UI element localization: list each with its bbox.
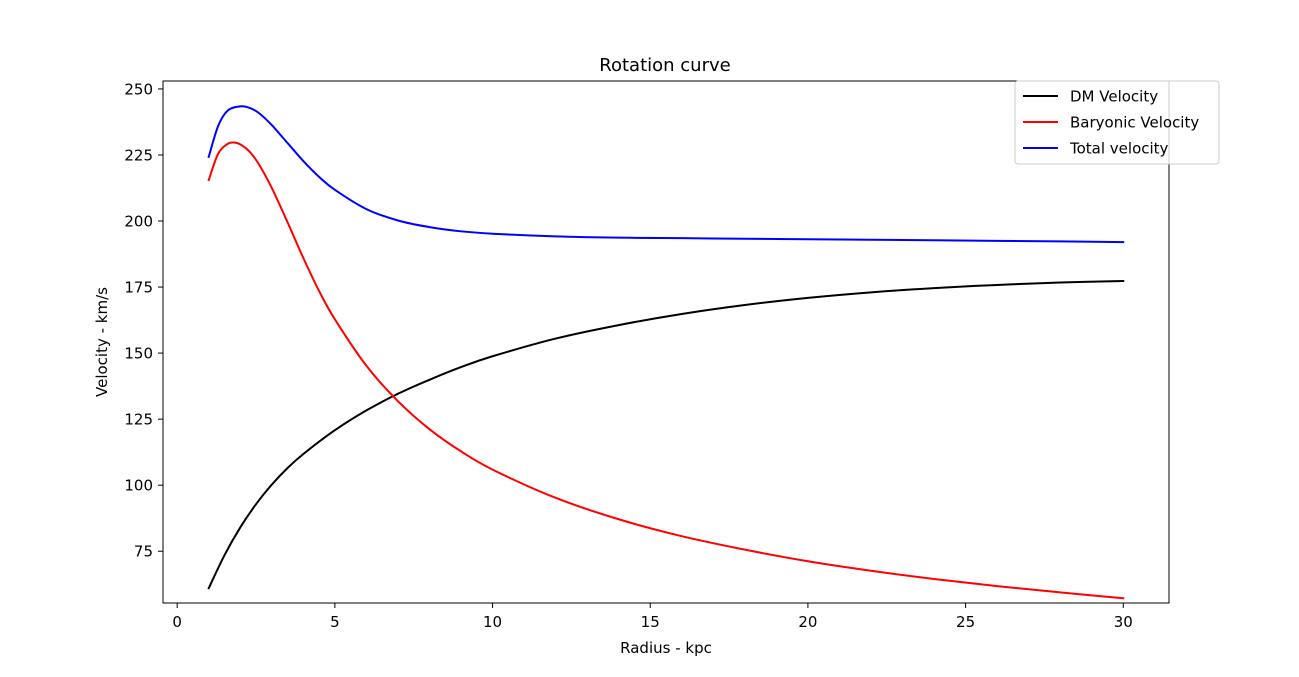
x-tick-label: 10 — [483, 613, 502, 631]
x-axis: 0 5 10 15 20 25 30 — [172, 603, 1133, 631]
legend: DM Velocity Baryonic Velocity Total veloci… — [1014, 80, 1220, 165]
y-tick-label: 200 — [124, 213, 153, 231]
plot-area — [162, 80, 1170, 604]
y-tick-label: 75 — [134, 543, 153, 561]
series-line-dm-velocity — [207, 279, 1125, 590]
legend-label-dm-velocity: DM Velocity — [1070, 88, 1158, 106]
x-tick-label: 15 — [641, 613, 660, 631]
y-tick-label: 125 — [124, 411, 153, 429]
x-tick-label: 25 — [956, 613, 975, 631]
legend-items: DM Velocity Baryonic Velocity Total veloci… — [1023, 88, 1199, 158]
x-tick-label: 20 — [798, 613, 817, 631]
chart-title: Rotation curve — [599, 55, 730, 76]
series-line-baryonic-velocity — [207, 141, 1125, 600]
series-lines — [207, 105, 1125, 600]
legend-label-total-velocity: Total velocity — [1069, 140, 1169, 158]
legend-box — [1014, 80, 1220, 165]
y-tick-label: 175 — [124, 279, 153, 297]
y-tick-label: 250 — [124, 80, 153, 98]
axes-frame — [162, 80, 1170, 604]
y-axis: 75 100 125 150 175 200 225 250 — [124, 80, 163, 561]
x-axis-label: Radius - kpc — [620, 639, 712, 657]
y-tick-label: 100 — [124, 477, 153, 495]
y-axis-label: Velocity - km/s — [93, 287, 111, 397]
y-tick-label: 225 — [124, 146, 153, 164]
x-tick-label: 0 — [172, 613, 182, 631]
series-line-total-velocity — [207, 105, 1125, 244]
legend-label-baryonic-velocity: Baryonic Velocity — [1070, 114, 1199, 132]
y-tick-label: 150 — [124, 345, 153, 363]
x-tick-label: 30 — [1114, 613, 1133, 631]
x-tick-label: 5 — [330, 613, 340, 631]
